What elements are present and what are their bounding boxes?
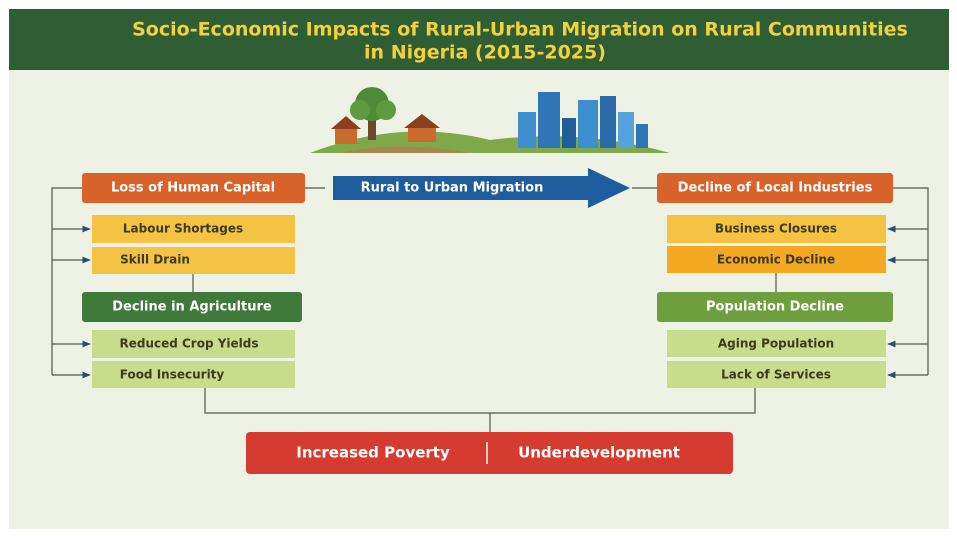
item-label: Skill Drain — [120, 253, 190, 267]
item-label: Business Closures — [715, 222, 837, 236]
category-title: Decline of Local Industries — [678, 181, 873, 196]
item-label: Reduced Crop Yields — [119, 337, 258, 351]
item-label: Food Insecurity — [120, 368, 225, 382]
arrow-label: Rural to Urban Migration — [361, 181, 544, 196]
diagram: Socio-Economic Impacts of Rural-Urban Mi… — [0, 0, 957, 536]
page: {"header": {"title_line1": "Socio-Econom… — [0, 0, 957, 536]
category-title: Loss of Human Capital — [111, 181, 275, 196]
item-label: Aging Population — [718, 337, 834, 351]
category-title: Decline in Agriculture — [112, 300, 272, 315]
category-title: Population Decline — [706, 300, 844, 315]
item-label: Labour Shortages — [123, 222, 243, 236]
title-line: in Nigeria (2015-2025) — [364, 42, 606, 64]
item-label: Lack of Services — [721, 368, 831, 382]
item-label: Economic Decline — [717, 253, 835, 267]
outcome-label: Increased Poverty — [296, 444, 450, 462]
title-line: Socio-Economic Impacts of Rural-Urban Mi… — [132, 19, 908, 41]
outcome-label: Underdevelopment — [518, 444, 680, 462]
